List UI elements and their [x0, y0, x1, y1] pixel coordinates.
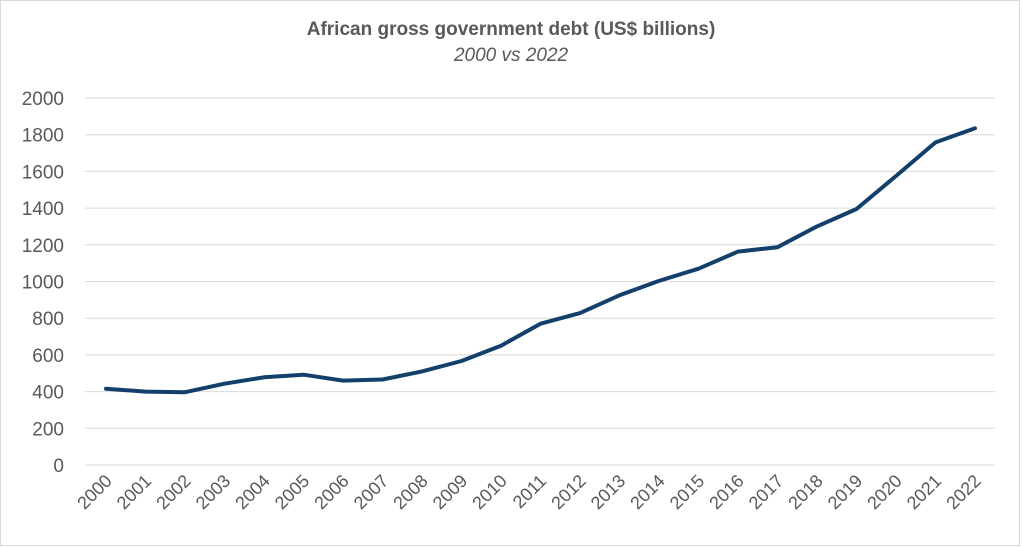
y-tick-label: 800: [32, 309, 64, 330]
y-tick-label: 1800: [22, 126, 64, 147]
x-tick-label: 2019: [824, 471, 866, 513]
y-tick-label: 2000: [22, 89, 64, 110]
series-line: [104, 126, 977, 395]
x-tick-label: 2017: [745, 471, 787, 513]
series-lines: [104, 126, 977, 395]
x-tick-label: 2013: [587, 471, 629, 513]
x-tick-label: 2000: [73, 471, 115, 513]
x-tick-label: 2016: [705, 471, 747, 513]
x-tick-label: 2010: [468, 471, 510, 513]
x-tick-label: 2021: [903, 471, 945, 513]
y-tick-label: 1400: [22, 199, 64, 220]
y-tick-label: 0: [53, 456, 64, 477]
x-tick-label: 2003: [192, 471, 234, 513]
x-tick-label: 2015: [666, 471, 708, 513]
y-tick-label: 200: [32, 419, 64, 440]
x-axis-ticks: 2000200120022003200420052006200720082009…: [73, 471, 984, 513]
y-tick-label: 1000: [22, 273, 64, 294]
x-tick-label: 2007: [350, 471, 392, 513]
x-tick-label: 2022: [942, 471, 984, 513]
x-tick-label: 2009: [429, 471, 471, 513]
chart-subtitle: 2000 vs 2022: [453, 45, 569, 66]
x-tick-label: 2011: [509, 471, 551, 513]
gridlines: [85, 97, 995, 466]
y-tick-label: 1600: [22, 162, 64, 183]
y-tick-label: 1200: [22, 236, 64, 257]
y-tick-label: 600: [32, 346, 64, 367]
y-tick-label: 400: [32, 383, 64, 404]
x-tick-label: 2012: [547, 471, 589, 513]
x-tick-label: 2020: [863, 471, 905, 513]
x-tick-label: 2002: [152, 471, 194, 513]
y-axis-ticks: 0 200 400 600 800 1000 1200 1400 1600 1800 2000: [22, 89, 64, 477]
x-tick-label: 2018: [784, 471, 826, 513]
x-tick-label: 2014: [626, 471, 668, 513]
x-tick-label: 2001: [113, 471, 155, 513]
x-tick-label: 2005: [271, 471, 313, 513]
chart-title: African gross government debt (US$ billi…: [306, 19, 716, 40]
x-tick-label: 2004: [231, 471, 273, 513]
x-tick-label: 2008: [389, 471, 431, 513]
x-tick-label: 2006: [310, 471, 352, 513]
